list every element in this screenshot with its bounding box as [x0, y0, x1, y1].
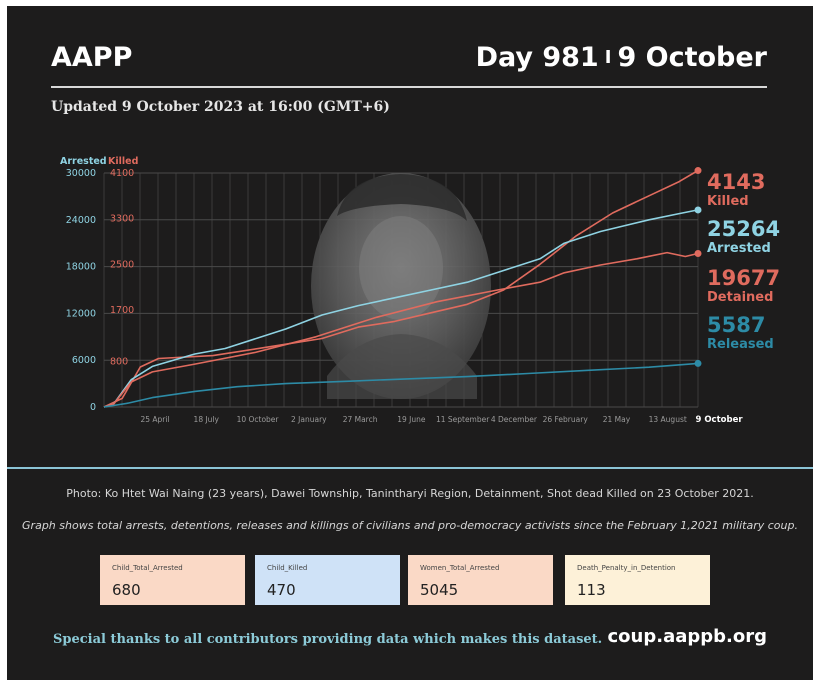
- updated-timestamp: Updated 9 October 2023 at 16:00 (GMT+6): [51, 99, 390, 115]
- x-tick-label: 18 July: [194, 415, 220, 424]
- stat-death-penalty-in-detention: Death_Penalty_in_Detention 113: [565, 555, 710, 605]
- right-tick-label: 3300: [110, 214, 134, 225]
- x-tick-label: 11 September: [436, 415, 490, 424]
- x-tick-label: 26 February: [543, 415, 589, 424]
- left-tick-label: 30000: [66, 168, 96, 179]
- day-number: Day 981: [475, 42, 599, 73]
- victim-photo: [311, 173, 491, 399]
- left-axis-label: Arrested: [60, 156, 107, 167]
- section-divider: [7, 467, 813, 469]
- series-line-detained: [103, 251, 699, 408]
- end-value-released: 5587: [707, 313, 765, 337]
- x-tick-label: 2 January: [291, 415, 327, 424]
- right-tick-label: 1700: [110, 305, 134, 316]
- right-tick-label: 800: [110, 356, 128, 367]
- brand-title: AAPP: [51, 42, 133, 73]
- stat-value: 5045: [420, 581, 459, 599]
- end-value-killed: 4143: [707, 170, 765, 194]
- right-axis-ticks: 4100 3300 2500 1700 800: [110, 168, 134, 367]
- left-tick-label: 18000: [66, 262, 96, 273]
- end-name-detained: Detained: [707, 290, 773, 305]
- right-axis-label: Killed: [108, 156, 138, 167]
- chart-lines: [103, 167, 702, 408]
- thanks-note: Special thanks to all contributors provi…: [53, 632, 603, 647]
- end-value-arrested: 25264: [707, 217, 780, 241]
- x-tick-label: 25 April: [140, 415, 169, 424]
- stat-label: Women_Total_Arrested: [420, 564, 500, 572]
- right-tick-label: 2500: [110, 259, 134, 270]
- end-name-arrested: Arrested: [707, 241, 771, 256]
- series-line-released: [103, 362, 699, 408]
- end-name-killed: Killed: [707, 194, 749, 209]
- x-tick-label: 13 August: [649, 415, 687, 424]
- stat-label: Child_Killed: [267, 564, 308, 572]
- end-value-detained: 19677: [707, 266, 780, 290]
- day-counter: Day 981 I 9 October: [476, 42, 767, 73]
- photo-caption: Photo: Ko Htet Wai Naing (23 years), Daw…: [66, 487, 754, 500]
- stat-women-total-arrested: Women_Total_Arrested 5045: [408, 555, 553, 605]
- x-tick-label: 27 March: [343, 415, 378, 424]
- series-endpoint-released: [694, 359, 702, 367]
- graph-caption: Graph shows total arrests, detentions, r…: [22, 519, 798, 532]
- series-endpoint-detained: [694, 250, 702, 258]
- x-axis-ticks: 25 April 18 July 10 October 2 January 27 Mar…: [140, 415, 743, 425]
- left-tick-label: 24000: [66, 215, 96, 226]
- cumulative-line-chart: 25 April 18 July 10 October 2 January 27 Mar…: [60, 156, 780, 425]
- stat-label: Child_Total_Arrested: [112, 564, 183, 572]
- series-endpoint-killed: [694, 167, 702, 175]
- infographic-card: AAPP Day 981 I 9 October Updated 9 October…: [7, 6, 813, 680]
- header-divider: [51, 86, 767, 88]
- stat-value: 113: [577, 581, 606, 599]
- series-endpoint-arrested: [694, 206, 702, 214]
- x-tick-label: 21 May: [603, 415, 631, 424]
- website-link[interactable]: coup.aappb.org: [607, 626, 768, 647]
- series-line-arrested: [103, 209, 699, 408]
- left-axis-ticks: 0 6000 12000 18000 24000 30000: [66, 168, 96, 413]
- left-tick-label: 0: [90, 402, 96, 413]
- stat-child-total-arrested: Child_Total_Arrested 680: [100, 555, 245, 605]
- day-separator: I: [604, 47, 612, 68]
- left-tick-label: 12000: [66, 308, 96, 319]
- day-date: 9 October: [617, 42, 767, 73]
- right-tick-label: 4100: [110, 168, 134, 179]
- stat-value: 470: [267, 581, 296, 599]
- end-name-released: Released: [707, 337, 774, 352]
- x-tick-label: 9 October: [695, 415, 743, 425]
- x-tick-label: 10 October: [237, 415, 280, 424]
- left-tick-label: 6000: [72, 355, 96, 366]
- stat-label: Death_Penalty_in_Detention: [577, 564, 676, 572]
- x-tick-label: 4 December: [491, 415, 538, 424]
- stat-child-killed: Child_Killed 470: [255, 555, 400, 605]
- series-line-killed: [103, 169, 699, 408]
- stat-value: 680: [112, 581, 141, 599]
- x-tick-label: 19 June: [397, 415, 426, 424]
